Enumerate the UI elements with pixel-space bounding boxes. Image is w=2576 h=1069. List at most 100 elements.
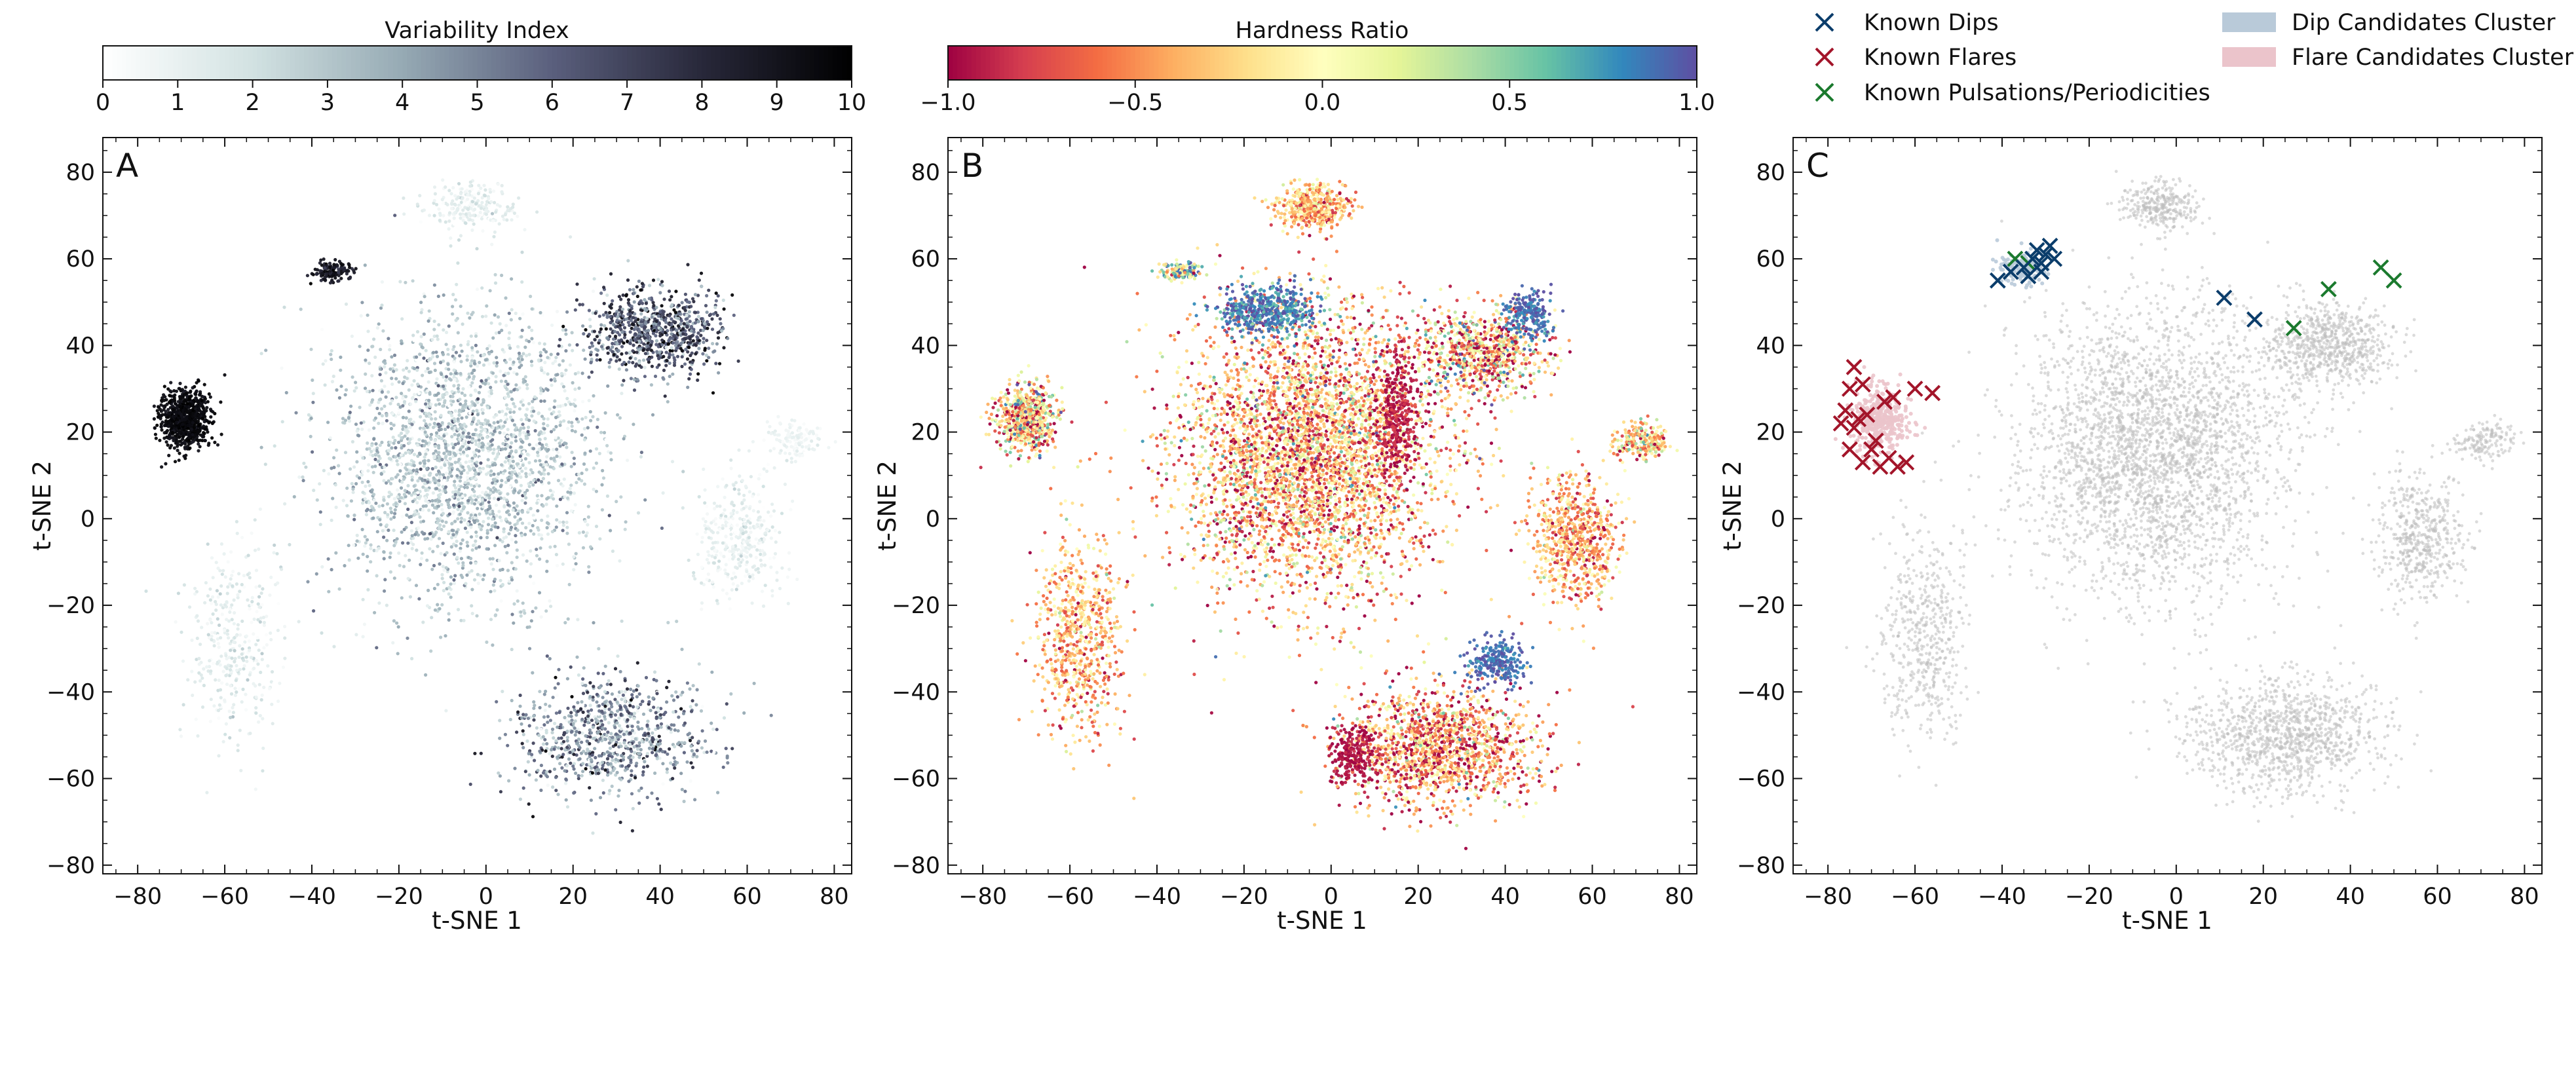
colorbar-segment	[1453, 46, 1459, 80]
scatter-point	[166, 424, 170, 428]
scatter-point	[561, 324, 565, 328]
scatter-point	[421, 373, 425, 377]
scatter-point	[572, 462, 577, 466]
scatter-point	[580, 433, 584, 437]
scatter-point	[503, 415, 507, 419]
scatter-point	[475, 460, 479, 464]
scatter-point	[178, 436, 181, 440]
scatter-point	[711, 342, 715, 346]
scatter-point	[620, 690, 624, 694]
colorbar-segment	[1177, 46, 1183, 80]
scatter-point	[570, 451, 574, 455]
scatter-point	[646, 335, 650, 340]
scatter-point	[507, 311, 511, 315]
scatter-point	[584, 468, 589, 472]
scatter-point	[538, 441, 542, 445]
scatter-point	[576, 618, 580, 622]
scatter-point	[466, 489, 470, 493]
scatter-point	[713, 349, 717, 353]
scatter-point	[441, 396, 445, 400]
scatter-point	[732, 313, 736, 317]
scatter-point	[670, 337, 674, 341]
colorbar-segment	[1425, 46, 1431, 80]
scatter-point	[594, 525, 599, 529]
scatter-point	[458, 496, 462, 500]
scatter-point	[455, 539, 459, 544]
scatter-point	[546, 715, 550, 719]
scatter-point	[401, 381, 405, 386]
scatter-point	[398, 499, 402, 503]
scatter-point	[527, 484, 531, 489]
scatter-point	[482, 519, 485, 524]
scatter-point	[630, 326, 634, 330]
scatter-point	[432, 563, 436, 568]
scatter-point	[421, 346, 425, 350]
scatter-point	[560, 766, 564, 770]
scatter-point	[679, 707, 683, 711]
scatter-point	[468, 782, 472, 786]
scatter-point	[382, 535, 386, 539]
scatter-point	[400, 496, 404, 500]
scatter-point	[180, 418, 184, 422]
scatter-point	[450, 390, 454, 394]
scatter-point	[672, 356, 676, 360]
colorbar-segment	[402, 46, 408, 80]
scatter-point	[617, 716, 621, 720]
scatter-point	[667, 290, 672, 293]
scatter-point	[722, 716, 727, 720]
scatter-point	[458, 479, 463, 483]
scatter-point	[679, 341, 683, 346]
scatter-point	[672, 364, 677, 367]
scatter-point	[518, 693, 522, 698]
scatter-point	[449, 462, 454, 466]
colorbar-segment	[369, 46, 375, 80]
legend-x-flares	[1815, 47, 1834, 67]
scatter-point	[429, 649, 433, 653]
scatter-point	[699, 328, 703, 332]
scatter-point	[463, 442, 467, 446]
scatter-point	[405, 377, 409, 381]
scatter-point	[452, 451, 457, 456]
scatter-point	[455, 282, 459, 286]
scatter-point	[560, 462, 564, 466]
scatter-point	[552, 747, 556, 751]
scatter-point	[523, 345, 527, 349]
scatter-point	[335, 388, 339, 392]
scatter-point	[460, 391, 464, 395]
scatter-point	[352, 389, 356, 393]
scatter-point	[476, 519, 480, 523]
scatter-point	[425, 414, 428, 418]
scatter-point	[540, 313, 544, 317]
scatter-point	[487, 344, 491, 348]
colorbar-segment	[1036, 46, 1042, 80]
colorbar-segment	[1444, 46, 1450, 80]
scatter-point	[159, 424, 163, 429]
scatter-point	[615, 342, 619, 346]
scatter-point	[499, 419, 503, 423]
scatter-point	[510, 578, 514, 582]
colorbar-segment	[1004, 46, 1010, 80]
scatter-point	[521, 422, 525, 426]
scatter-point	[555, 504, 559, 508]
scatter-point	[453, 419, 457, 423]
scatter-point	[420, 477, 424, 481]
scatter-point	[162, 393, 166, 397]
scatter-point	[537, 478, 540, 482]
scatter-point	[466, 340, 470, 344]
colorbar-segment	[1416, 46, 1422, 80]
scatter-point	[352, 543, 356, 547]
scatter-point	[518, 465, 521, 469]
scatter-point	[478, 457, 482, 460]
scatter-point	[438, 540, 442, 544]
scatter-point	[436, 435, 440, 439]
scatter-point	[699, 333, 703, 337]
scatter-point	[355, 539, 359, 543]
colorbar-segment	[833, 46, 839, 80]
scatter-point	[552, 377, 557, 381]
scatter-point	[584, 415, 588, 420]
scatter-point	[351, 491, 355, 495]
scatter-point	[605, 443, 609, 448]
scatter-point	[424, 422, 428, 426]
scatter-point	[529, 549, 533, 553]
scatter-point	[599, 291, 603, 295]
